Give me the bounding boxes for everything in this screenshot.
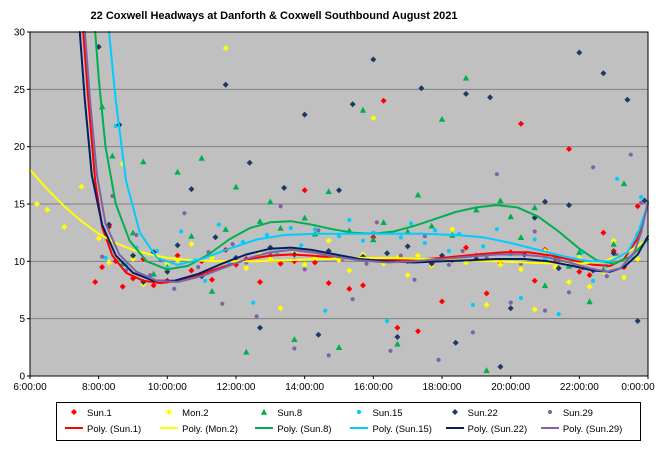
svg-text:20:00:00: 20:00:00 xyxy=(491,382,530,393)
trend-poly-sun-1- xyxy=(82,31,649,285)
svg-text:22:00:00: 22:00:00 xyxy=(560,382,599,393)
svg-text:0: 0 xyxy=(19,372,25,383)
legend-item-sun-29: Sun.29 xyxy=(541,407,632,420)
legend-marker-icon xyxy=(255,407,273,420)
svg-text:18:00:00: 18:00:00 xyxy=(423,382,462,393)
x-axis-labels: 6:00:00 8:00:00 10:00:00 12:00:00 14:00:00 16… xyxy=(13,376,655,393)
legend-item-poly-mon-2-: Poly. (Mon.2) xyxy=(160,423,251,436)
svg-text:30: 30 xyxy=(14,28,26,39)
legend-label: Poly. (Sun.1) xyxy=(87,424,142,435)
svg-text:15: 15 xyxy=(14,200,26,211)
svg-text:6:00:00: 6:00:00 xyxy=(13,382,47,393)
legend-item-sun-1: Sun.1 xyxy=(65,407,156,420)
svg-text:10: 10 xyxy=(14,257,26,268)
legend-marker-icon xyxy=(445,423,464,436)
legend-label: Mon.2 xyxy=(182,408,209,419)
legend-marker-icon xyxy=(446,407,464,420)
chart-title: 22 Coxwell Headways at Danforth & Coxwel… xyxy=(90,10,458,22)
chart-plot: 0 5 10 15 20 25 30 6:00:00 8:00:00 10:00:00 12:00:… xyxy=(13,28,655,394)
trend-poly-sun-29- xyxy=(83,31,649,283)
svg-text:5: 5 xyxy=(19,314,25,325)
trend-lines xyxy=(29,31,649,285)
svg-text:25: 25 xyxy=(14,85,26,96)
legend-label: Poly. (Sun.29) xyxy=(562,424,623,435)
legend-marker-icon xyxy=(65,423,83,436)
svg-text:12:00:00: 12:00:00 xyxy=(217,382,256,393)
legend-label: Poly. (Sun.8) xyxy=(277,424,332,435)
legend-marker-icon xyxy=(350,423,369,436)
legend-item-poly-sun-15-: Poly. (Sun.15) xyxy=(350,423,441,436)
legend-label: Sun.22 xyxy=(467,408,498,419)
y-axis-labels: 0 5 10 15 20 25 30 xyxy=(14,28,30,383)
legend-label: Poly. (Mon.2) xyxy=(182,424,238,435)
legend-marker-icon xyxy=(541,407,559,420)
legend-item-sun-15: Sun.15 xyxy=(350,407,441,420)
legend-marker-icon xyxy=(65,407,83,420)
legend-marker-icon xyxy=(160,407,178,420)
legend-label: Poly. (Sun.22) xyxy=(467,424,528,435)
legend-label: Sun.8 xyxy=(277,408,303,419)
legend-label: Sun.15 xyxy=(372,408,403,419)
svg-text:20: 20 xyxy=(14,142,26,153)
legend-marker-icon xyxy=(540,423,559,436)
legend-marker-icon xyxy=(350,407,368,420)
trend-poly-sun-8- xyxy=(94,31,649,271)
trend-poly-sun-15- xyxy=(108,31,649,266)
legend-marker-icon xyxy=(160,423,179,436)
legend-marker-icon xyxy=(255,423,274,436)
legend-item-sun-8: Sun.8 xyxy=(255,407,346,420)
svg-text:10:00:00: 10:00:00 xyxy=(148,382,187,393)
legend-item-poly-sun-29-: Poly. (Sun.29) xyxy=(540,423,632,436)
svg-text:8:00:00: 8:00:00 xyxy=(82,382,116,393)
svg-text:16:00:00: 16:00:00 xyxy=(354,382,393,393)
chart-container: 22 Coxwell Headways at Danforth & Coxwel… xyxy=(0,10,660,462)
legend-item-poly-sun-1-: Poly. (Sun.1) xyxy=(65,423,156,436)
legend-label: Sun.1 xyxy=(87,408,112,419)
svg-text:0:00:00: 0:00:00 xyxy=(621,382,655,393)
legend-item-poly-sun-8-: Poly. (Sun.8) xyxy=(255,423,346,436)
legend-item-mon-2: Mon.2 xyxy=(160,407,251,420)
legend-item-sun-22: Sun.22 xyxy=(446,407,537,420)
legend-label: Sun.29 xyxy=(562,408,593,419)
trend-poly-sun-22- xyxy=(78,31,649,282)
legend-item-poly-sun-22-: Poly. (Sun.22) xyxy=(445,423,537,436)
chart-legend: Sun.1 Mon.2 Sun.8 Sun.15 Sun.22 Sun.29 Poly. (… xyxy=(56,402,641,441)
svg-text:14:00:00: 14:00:00 xyxy=(285,382,324,393)
legend-label: Poly. (Sun.15) xyxy=(372,424,432,435)
